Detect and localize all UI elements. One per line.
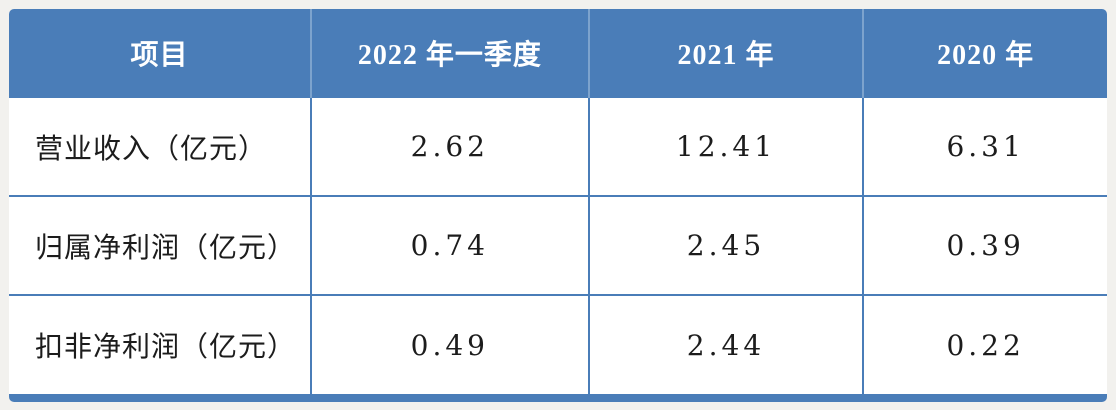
table-row-net-profit: 归属净利润（亿元） 0.74 2.45 0.39 [9, 195, 1107, 295]
header-cell-2021: 2021 年 [588, 9, 865, 97]
table-row-revenue: 营业收入（亿元） 2.62 12.41 6.31 [9, 96, 1107, 196]
value-cell: 0.39 [863, 195, 1107, 295]
header-cell-2022-q1: 2022 年一季度 [310, 9, 590, 97]
header-cell-2020: 2020 年 [863, 9, 1107, 97]
value-cell: 0.49 [310, 294, 590, 394]
financial-data-table: 项目 2022 年一季度 2021 年 2020 年 营业收入（亿元） 2.62… [9, 9, 1107, 394]
value-cell: 0.22 [863, 294, 1107, 394]
value-cell: 6.31 [863, 96, 1107, 196]
financial-table: 项目 2022 年一季度 2021 年 2020 年 营业收入（亿元） 2.62… [9, 9, 1107, 402]
value-cell: 2.62 [310, 96, 590, 196]
value-cell: 2.45 [588, 195, 865, 295]
value-cell: 12.41 [588, 96, 865, 196]
value-cell: 0.74 [310, 195, 590, 295]
value-cell: 2.44 [588, 294, 865, 394]
table-row-adjusted-net-profit: 扣非净利润（亿元） 0.49 2.44 0.22 [9, 294, 1107, 394]
header-row: 项目 2022 年一季度 2021 年 2020 年 [9, 9, 1107, 97]
row-label-adjusted-net-profit: 扣非净利润（亿元） [9, 294, 312, 394]
row-label-net-profit: 归属净利润（亿元） [9, 195, 312, 295]
header-cell-item: 项目 [9, 9, 312, 97]
row-label-revenue: 营业收入（亿元） [9, 96, 312, 196]
